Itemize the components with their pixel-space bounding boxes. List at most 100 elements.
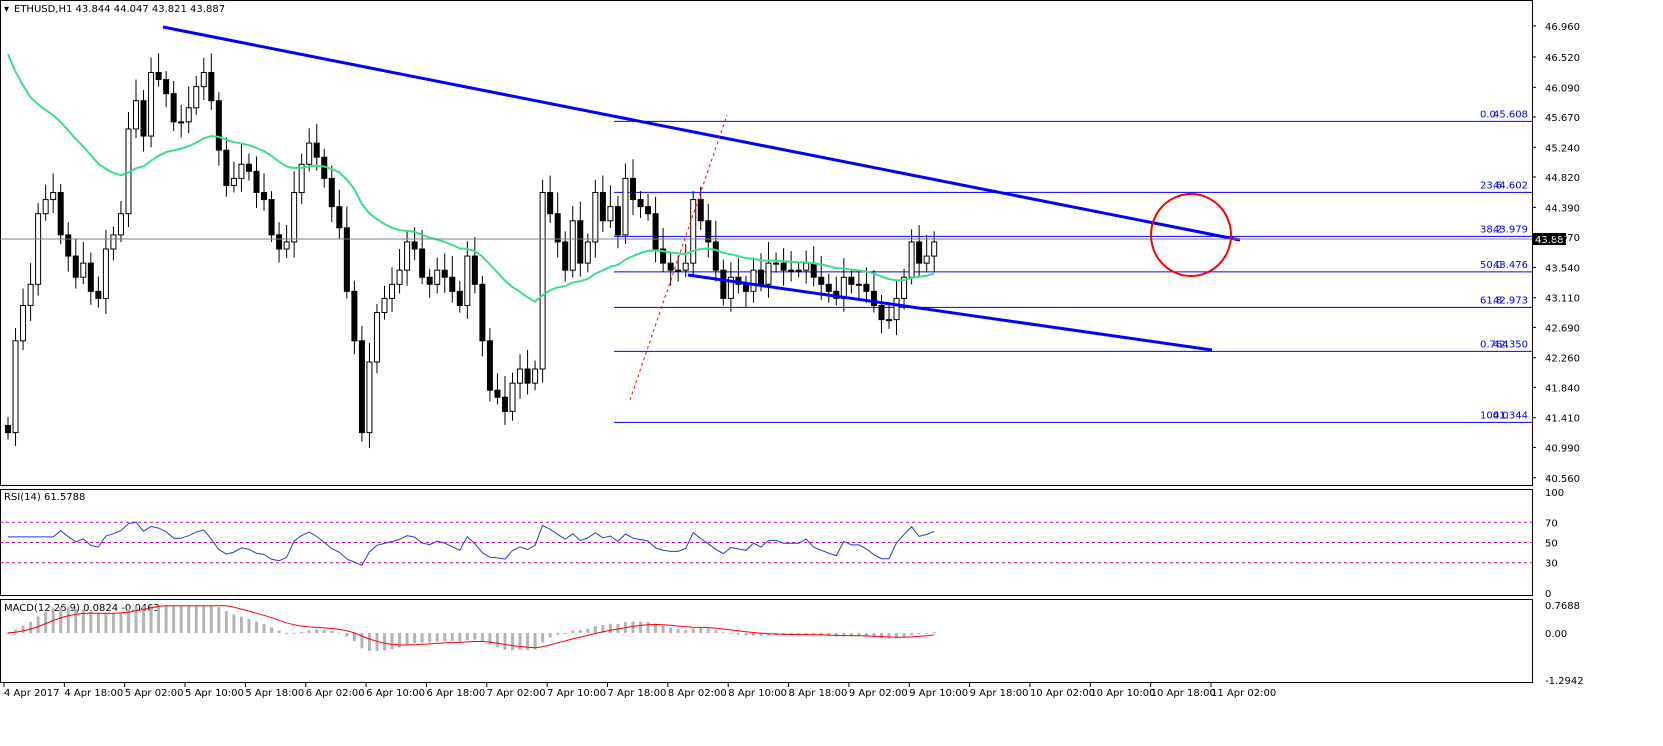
candle-bullish xyxy=(80,262,87,278)
candle-bearish xyxy=(57,192,64,236)
candle-bearish xyxy=(878,304,885,321)
candle-bearish xyxy=(645,206,652,215)
fib-level-percent: 0.0 xyxy=(1480,109,1496,120)
time-tick-label: 4 Apr 2017 xyxy=(4,688,59,699)
macd-histogram-bar xyxy=(767,632,771,636)
macd-histogram-bar xyxy=(262,623,266,633)
macd-histogram-bar xyxy=(736,632,740,635)
candle-bullish xyxy=(773,262,780,265)
candle-bullish xyxy=(517,368,524,384)
lower-trendline[interactable] xyxy=(687,273,1213,352)
candle-bearish xyxy=(140,100,147,137)
macd-histogram-bar xyxy=(902,632,906,638)
macd-histogram-bar xyxy=(307,630,311,633)
macd-histogram-bar xyxy=(164,605,168,633)
breakout-circle[interactable] xyxy=(1150,193,1232,277)
rsi-tick-label: 0 xyxy=(1545,589,1551,600)
moving-average xyxy=(7,53,935,303)
candle-bearish xyxy=(848,276,855,285)
candle-bearish xyxy=(419,248,426,278)
candle-bullish xyxy=(464,255,471,306)
macd-histogram-bar xyxy=(390,632,394,650)
macd-signal-line xyxy=(7,605,935,649)
macd-tick-label: -1.2942 xyxy=(1545,676,1584,687)
candle-bullish xyxy=(381,297,388,314)
macd-histogram-bar xyxy=(14,629,18,633)
candle-bearish xyxy=(313,142,320,158)
candle-bearish xyxy=(456,290,463,306)
price-tick-label: 42.690 xyxy=(1545,323,1580,334)
macd-histogram-bar xyxy=(194,605,198,633)
candle-bullish xyxy=(117,213,124,236)
macd-histogram-bar xyxy=(842,632,846,637)
macd-histogram-bar xyxy=(292,632,296,634)
macd-histogram-bar xyxy=(586,628,590,633)
candle-bearish xyxy=(825,283,832,292)
candle-bearish xyxy=(547,192,554,215)
rsi-tick-label: 100 xyxy=(1545,488,1564,499)
candle-bullish xyxy=(607,206,614,222)
macd-histogram-bar xyxy=(744,632,748,636)
candle-bearish xyxy=(328,177,335,208)
price-tick-label: 46.090 xyxy=(1545,83,1580,94)
macd-histogram-bar xyxy=(879,632,883,639)
candle-bearish xyxy=(253,170,260,194)
macd-histogram-bar xyxy=(119,612,123,633)
candle-bullish xyxy=(901,276,908,299)
candle-bearish xyxy=(358,340,365,434)
candle-bearish xyxy=(268,199,275,236)
macd-histogram-bar xyxy=(593,626,597,633)
macd-histogram-bar xyxy=(541,632,545,643)
candle-bullish xyxy=(795,269,802,272)
price-tick-label: 41.410 xyxy=(1545,414,1580,425)
macd-histogram-bar xyxy=(367,632,371,652)
trendlines[interactable] xyxy=(162,25,1241,401)
candle-bearish xyxy=(170,93,177,123)
macd-histogram-bar xyxy=(729,632,733,634)
macd-histogram-bar xyxy=(330,630,334,633)
macd-histogram-bar xyxy=(96,613,100,633)
fibonacci-retracement[interactable]: 0.045.608 23.644.602 38.243.979 50.043.476 6… xyxy=(614,109,1532,423)
macd-pane[interactable] xyxy=(0,599,1533,683)
upper-trendline[interactable] xyxy=(162,25,1241,242)
macd-histogram-bar xyxy=(224,611,228,633)
price-tick-label: 45.670 xyxy=(1545,113,1580,124)
macd-histogram-bar xyxy=(239,616,243,633)
macd-histogram-bar xyxy=(104,613,108,633)
macd-histogram-bar xyxy=(322,629,326,633)
time-tick-label: 8 Apr 02:00 xyxy=(668,688,727,699)
macd-histogram-bar xyxy=(405,632,409,646)
candle-bearish xyxy=(599,192,606,222)
candle-bullish xyxy=(539,192,546,370)
macd-histogram-bar xyxy=(375,632,379,652)
macd-histogram-bar xyxy=(548,632,552,638)
candle-bullish xyxy=(509,382,516,412)
macd-histogram-bar xyxy=(111,613,115,633)
time-tick-label: 9 Apr 18:00 xyxy=(970,688,1029,699)
main-pane[interactable] xyxy=(0,0,1533,486)
candle-bullish xyxy=(931,241,938,257)
macd-histogram-bar xyxy=(6,632,10,634)
candle-bearish xyxy=(87,262,94,292)
macd-histogram-bar xyxy=(646,621,650,633)
macd-histogram-bar xyxy=(360,632,364,649)
candle-bullish xyxy=(765,262,772,285)
fib-level-percent: 50.0 xyxy=(1480,260,1502,271)
macd-histogram-bar xyxy=(89,611,93,633)
macd-histogram-bar xyxy=(556,632,560,635)
time-tick-label: 6 Apr 02:00 xyxy=(306,688,365,699)
fib-level-value: 43.979 xyxy=(1493,224,1528,235)
candle-bearish xyxy=(720,269,727,299)
candle-bullish xyxy=(110,234,117,250)
macd-histogram-bar xyxy=(36,616,40,633)
time-tick-label: 10 Apr 18:00 xyxy=(1151,688,1216,699)
macd-histogram-bar xyxy=(435,632,439,642)
candle-bearish xyxy=(261,192,268,201)
price-tick-label: 40.990 xyxy=(1545,443,1580,454)
price-tick-label: 41.840 xyxy=(1545,383,1580,394)
candle-bearish xyxy=(215,100,222,151)
candle-bearish xyxy=(5,425,11,434)
macd-histogram-bar xyxy=(420,632,424,643)
main-title-icon: ▾ xyxy=(4,4,9,15)
candle-bearish xyxy=(95,290,102,299)
